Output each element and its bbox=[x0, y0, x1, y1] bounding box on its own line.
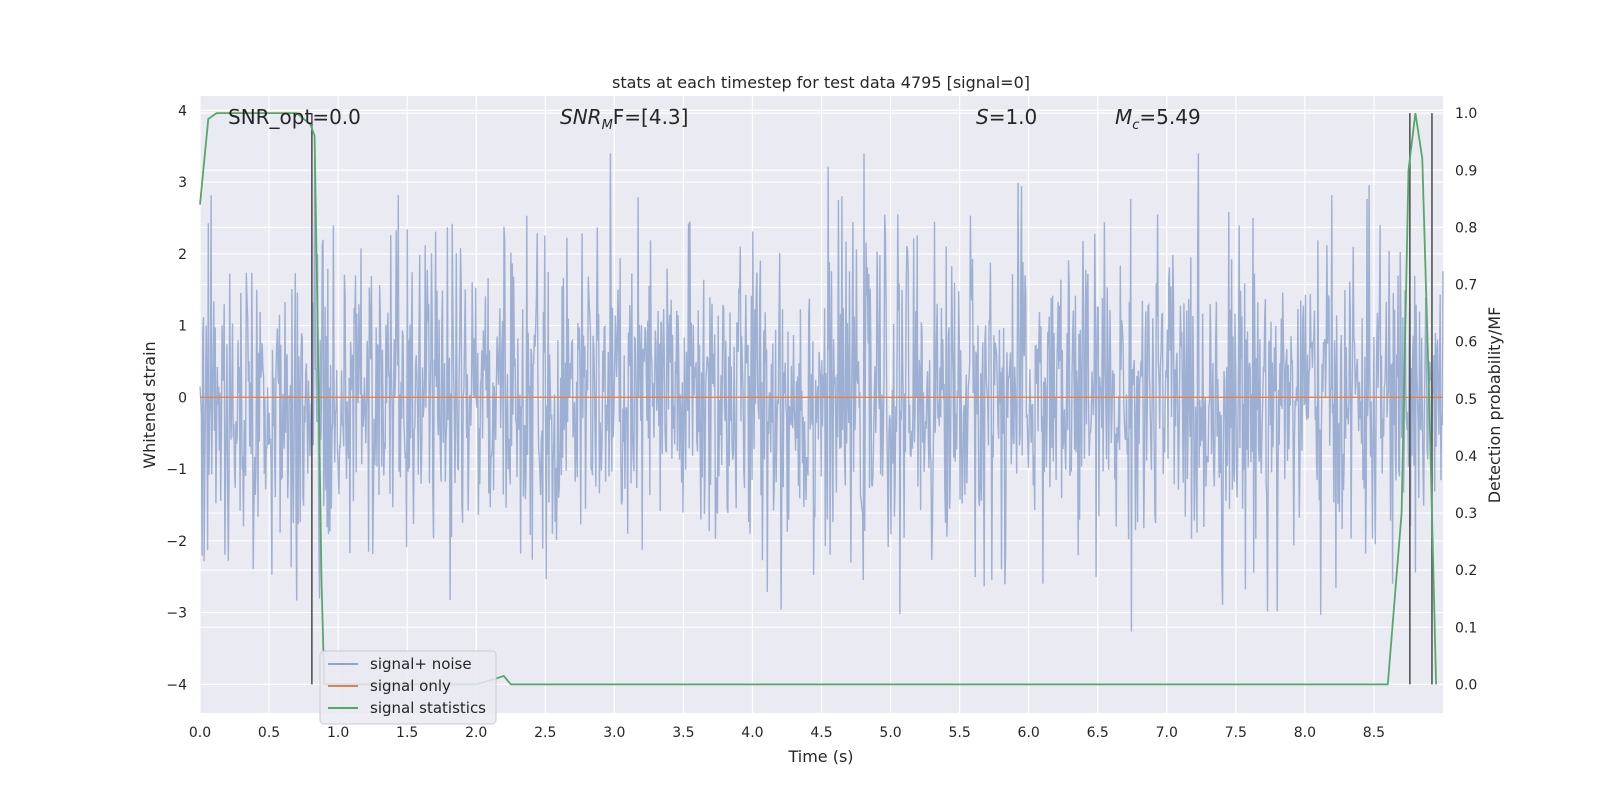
y-tick-label: 1 bbox=[178, 319, 187, 335]
series-signal-plus-noise bbox=[199, 153, 1444, 632]
x-tick-label: 1.0 bbox=[327, 725, 349, 741]
x-tick-label: 5.0 bbox=[879, 725, 901, 741]
y-tick-label: −1 bbox=[166, 462, 187, 478]
y2-tick-label: 0.6 bbox=[1455, 335, 1477, 351]
x-tick-label: 2.0 bbox=[465, 725, 487, 741]
y2-tick-label: 1.0 bbox=[1455, 106, 1477, 122]
x-tick-label: 4.0 bbox=[741, 725, 763, 741]
legend-label-signal: signal only bbox=[370, 677, 451, 695]
x-axis-label: Time (s) bbox=[787, 747, 853, 766]
y-tick-labels: 4 3 2 1 0 −1 −2 −3 −4 bbox=[166, 103, 187, 693]
x-tick-label: 4.5 bbox=[810, 725, 832, 741]
y2-tick-label: 0.4 bbox=[1455, 449, 1477, 465]
y2-tick-label: 0.3 bbox=[1455, 506, 1477, 522]
y2-tick-label: 0.1 bbox=[1455, 620, 1477, 636]
chart-title: stats at each timestep for test data 479… bbox=[612, 73, 1030, 92]
y-tick-label: −2 bbox=[166, 534, 187, 550]
x-tick-label: 3.0 bbox=[603, 725, 625, 741]
x-tick-label: 2.5 bbox=[534, 725, 556, 741]
x-tick-label: 8.5 bbox=[1363, 725, 1385, 741]
y-tick-label: 4 bbox=[178, 103, 187, 119]
noise-trace bbox=[199, 153, 1444, 632]
legend-box bbox=[319, 650, 497, 725]
y-tick-label: −4 bbox=[166, 677, 187, 693]
x-tick-label: 5.5 bbox=[948, 725, 970, 741]
x-tick-labels: 0.0 0.5 1.0 1.5 2.0 2.5 3.0 3.5 4.0 4.5 5.0 5.5 6.0 6… bbox=[189, 725, 1385, 741]
x-tick-label: 7.5 bbox=[1225, 725, 1247, 741]
vertical-markers bbox=[311, 113, 1433, 685]
y2-tick-label: 0.2 bbox=[1455, 563, 1477, 579]
y2-tick-label: 0.7 bbox=[1455, 278, 1477, 294]
y-tick-label: 2 bbox=[178, 247, 187, 263]
y-tick-label: 3 bbox=[178, 175, 187, 191]
x-tick-label: 6.5 bbox=[1087, 725, 1109, 741]
y-tick-label: −3 bbox=[166, 606, 187, 622]
x-tick-label: 3.5 bbox=[672, 725, 694, 741]
y2-tick-labels: 1.0 0.9 0.8 0.7 0.6 0.5 0.4 0.3 0.2 0.1 0.0 bbox=[1455, 106, 1477, 693]
y2-axis-label: Detection probability/MF bbox=[1485, 307, 1504, 504]
y2-tick-label: 0.0 bbox=[1455, 677, 1477, 693]
x-tick-label: 6.0 bbox=[1018, 725, 1040, 741]
legend-label-noise: signal+ noise bbox=[370, 655, 472, 673]
x-tick-label: 1.5 bbox=[396, 725, 418, 741]
annotation-snr-mf: SNRMF=[4.3] bbox=[560, 105, 688, 133]
x-tick-label: 0.5 bbox=[258, 725, 280, 741]
legend: signal+ noise signal only signal statist… bbox=[319, 650, 497, 725]
y2-tick-label: 0.5 bbox=[1455, 392, 1477, 408]
annotation-snr-opt: SNR_opt=0.0 bbox=[228, 105, 361, 129]
x-tick-label: 0.0 bbox=[189, 725, 211, 741]
y-axis-label: Whitened strain bbox=[140, 341, 159, 468]
x-tick-label: 8.0 bbox=[1294, 725, 1316, 741]
y2-tick-label: 0.9 bbox=[1455, 163, 1477, 179]
y-tick-label: 0 bbox=[178, 390, 187, 406]
x-tick-label: 7.0 bbox=[1156, 725, 1178, 741]
annotation-s: S=1.0 bbox=[976, 105, 1037, 129]
y2-tick-label: 0.8 bbox=[1455, 220, 1477, 236]
annotation-mc: Mc=5.49 bbox=[1115, 105, 1201, 133]
legend-label-stats: signal statistics bbox=[370, 699, 486, 717]
